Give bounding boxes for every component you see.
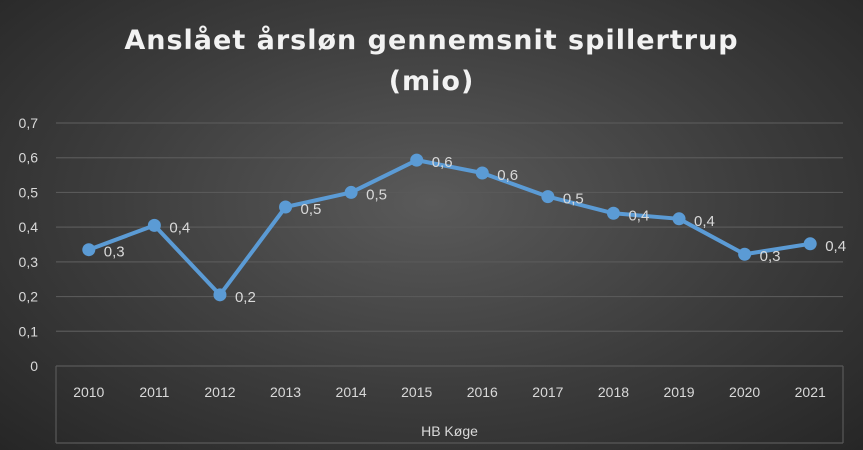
x-tick-label: 2010: [73, 384, 104, 400]
data-point: [82, 243, 96, 257]
data-label: 0,4: [169, 219, 190, 236]
data-label: 0,6: [497, 167, 518, 184]
data-label: 0,2: [235, 289, 256, 306]
series-line: [86, 158, 813, 297]
x-tick-label: 2011: [139, 384, 169, 400]
chart-title-line-2: (mio): [388, 66, 475, 97]
data-point: [606, 206, 620, 220]
data-point: [213, 288, 227, 302]
y-tick-label: 0,1: [19, 323, 39, 339]
y-tick-label: 0,3: [19, 254, 39, 270]
data-label: 0,6: [432, 154, 453, 171]
x-tick-label: 2014: [336, 384, 367, 400]
x-tick-label: 2017: [532, 384, 563, 400]
data-label: 0,3: [760, 248, 781, 265]
y-tick-label: 0,4: [19, 219, 39, 235]
data-point: [344, 185, 358, 199]
category-group-label: HB Køge: [421, 423, 478, 439]
x-tick-label: 2016: [467, 384, 498, 400]
y-tick-label: 0,2: [19, 289, 39, 305]
data-label: 0,4: [694, 213, 715, 230]
x-tick-label: 2019: [663, 384, 694, 400]
data-point: [147, 218, 161, 232]
data-label: 0,3: [104, 244, 125, 261]
chart-title-line-1: Anslået årsløn gennemsnit spillertrup: [124, 25, 739, 56]
data-point: [279, 200, 293, 214]
x-tick-label: 2018: [598, 384, 629, 400]
x-tick-label: 2021: [795, 384, 826, 400]
data-label: 0,5: [301, 201, 322, 218]
data-label: 0,5: [563, 191, 584, 208]
x-tick-label: 2012: [204, 384, 235, 400]
x-tick-label: 2020: [729, 384, 760, 400]
data-label: 0,5: [366, 186, 387, 203]
data-point: [475, 166, 489, 180]
y-tick-label: 0,6: [19, 150, 39, 166]
data-point: [541, 190, 555, 204]
y-tick-label: 0,7: [19, 115, 39, 131]
data-label: 0,4: [825, 238, 846, 255]
y-tick-label: 0,5: [19, 184, 39, 200]
data-point: [672, 212, 686, 226]
data-point: [738, 247, 752, 261]
x-tick-label: 2013: [270, 384, 301, 400]
x-tick-label: 2015: [401, 384, 432, 400]
chart-title: Anslået årsløn gennemsnit spillertrup (m…: [0, 20, 863, 102]
data-point: [803, 237, 817, 251]
data-label: 0,4: [628, 207, 649, 224]
y-tick-label: 0: [30, 358, 38, 374]
data-point: [410, 153, 424, 167]
